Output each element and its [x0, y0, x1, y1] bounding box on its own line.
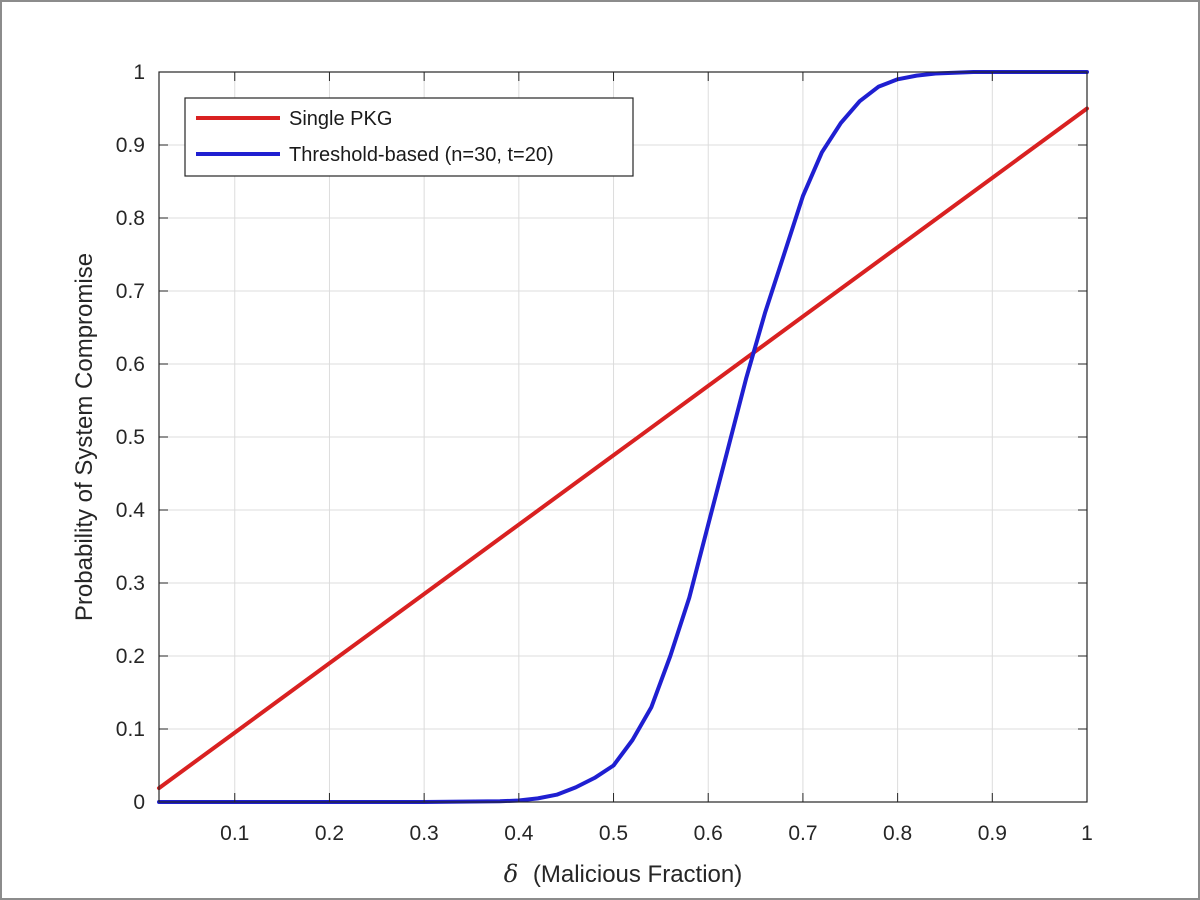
- y-tick-label: 0.7: [116, 280, 145, 303]
- x-tick-labels: 0.1 0.2 0.3 0.4 0.5 0.6 0.7 0.8 0.9 1: [220, 822, 1093, 845]
- x-tick-label: 0.5: [599, 822, 628, 845]
- y-tick-label: 1: [133, 61, 145, 84]
- legend: Single PKG Threshold-based (n=30, t=20): [184, 97, 634, 177]
- y-tick-label: 0.3: [116, 572, 145, 595]
- x-axis-label-text: (Malicious Fraction): [533, 861, 742, 888]
- x-tick-label: 0.8: [883, 822, 912, 845]
- y-tick-label: 0: [133, 791, 145, 814]
- y-tick-label: 0.9: [116, 134, 145, 157]
- x-tick-label: 0.3: [410, 822, 439, 845]
- y-tick-label: 0.2: [116, 645, 145, 668]
- y-tick-labels: 0 0.1 0.2 0.3 0.4 0.5 0.6 0.7 0.8 0.9 1: [116, 61, 146, 814]
- legend-label-single-pkg: Single PKG: [289, 108, 392, 130]
- series-line-threshold: [157, 70, 1089, 804]
- legend-box: [184, 97, 634, 177]
- legend-label-threshold: Threshold-based (n=30, t=20): [289, 144, 554, 166]
- y-tick-label: 0.6: [116, 353, 145, 376]
- x-tick-label: 0.6: [694, 822, 723, 845]
- x-tick-label: 0.7: [788, 822, 817, 845]
- series-layer: [157, 70, 1089, 804]
- y-tick-label: 0.5: [116, 426, 145, 449]
- x-axis-symbol: δ: [504, 860, 518, 888]
- y-tick-label: 0.8: [116, 207, 145, 230]
- y-axis-label: Probability of System Compromise: [71, 253, 98, 621]
- x-tick-label: 0.4: [504, 822, 534, 845]
- x-tick-label: 0.2: [315, 822, 344, 845]
- series-line-single-pkg: [157, 106, 1089, 791]
- x-axis-label: δ (Malicious Fraction): [504, 860, 743, 888]
- y-tick-label: 0.4: [116, 499, 146, 522]
- x-tick-label: 1: [1081, 822, 1093, 845]
- tick-marks: [159, 71, 1088, 803]
- y-tick-label: 0.1: [116, 718, 145, 741]
- x-tick-label: 0.1: [220, 822, 249, 845]
- x-tick-label: 0.9: [978, 822, 1007, 845]
